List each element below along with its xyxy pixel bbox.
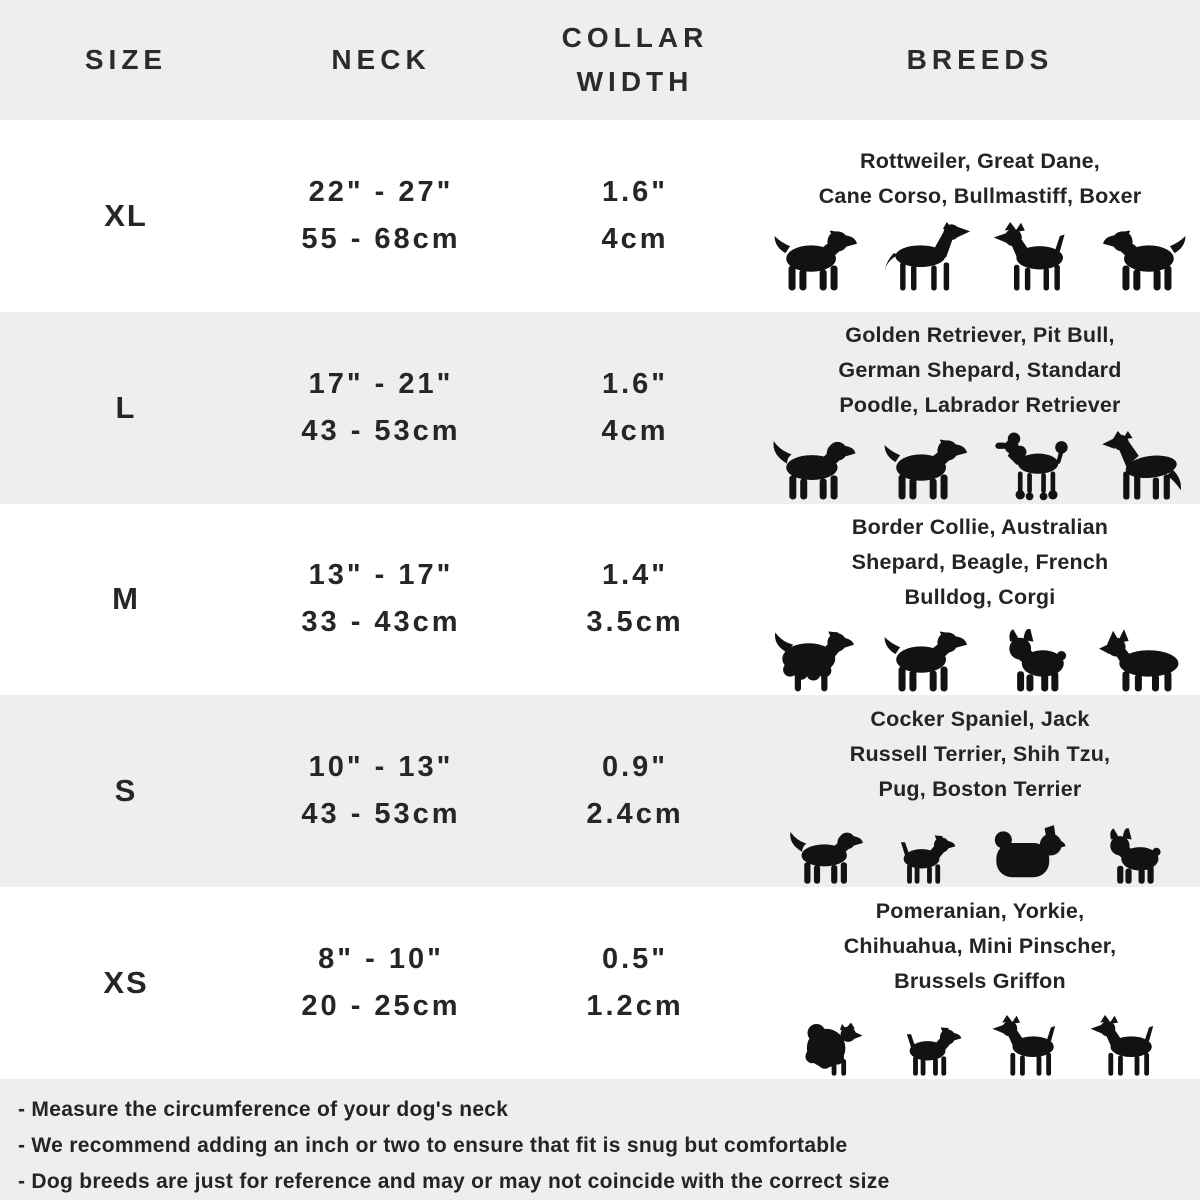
width-inches: 0.5" xyxy=(601,943,669,976)
table-row-l: L 17" - 21" 43 - 53cm 1.6" 4cm Golden Re… xyxy=(0,311,1200,504)
breeds-cell: Border Collie, Australian Shepard, Beagl… xyxy=(760,504,1200,696)
neck-cm: 43 - 53cm xyxy=(301,798,461,831)
bullmastiff-icon xyxy=(1095,222,1195,292)
corgi-icon xyxy=(1095,623,1195,693)
size-label: XL xyxy=(104,197,148,233)
width-cm: 3.5cm xyxy=(586,606,684,639)
beagle-icon xyxy=(875,623,975,693)
table-row-xl: XL 22" - 27" 55 - 68cm 1.6" 4cm Rottweil… xyxy=(0,120,1200,312)
header-neck: NECK xyxy=(331,44,431,75)
collar-width: 0.5" 1.2cm xyxy=(510,936,760,1030)
width-inches: 1.4" xyxy=(601,559,669,592)
breed-icons xyxy=(783,811,1177,885)
breed-icons xyxy=(765,218,1195,292)
breed-names: Golden Retriever, Pit Bull, German Shepa… xyxy=(838,323,1122,418)
table-row-s: S 10" - 13" 43 - 53cm 0.9" 2.4cm Cocker … xyxy=(0,695,1200,888)
neck-cm: 20 - 25cm xyxy=(301,990,461,1023)
min-pinscher-icon xyxy=(1083,1015,1171,1077)
cocker-spaniel-icon xyxy=(783,823,871,885)
neck-cm: 33 - 43cm xyxy=(301,606,461,639)
breed-names: Cocker Spaniel, Jack Russell Terrier, Sh… xyxy=(849,706,1111,801)
neck-inches: 8" - 10" xyxy=(318,943,444,976)
collar-width: 0.9" 2.4cm xyxy=(510,744,760,838)
neck-inches: 10" - 13" xyxy=(308,751,454,784)
width-cm: 1.2cm xyxy=(586,990,684,1023)
collar-width: 1.6" 4cm xyxy=(510,169,760,263)
breeds-cell: Rottweiler, Great Dane, Cane Corso, Bull… xyxy=(760,120,1200,312)
french-bulldog-icon xyxy=(985,623,1085,693)
breed-names: Rottweiler, Great Dane, Cane Corso, Bull… xyxy=(818,148,1142,208)
width-cm: 2.4cm xyxy=(586,798,684,831)
width-inches: 1.6" xyxy=(601,175,669,208)
australian-shepherd-icon xyxy=(765,623,865,693)
size-label: XS xyxy=(103,965,149,1001)
neck-inches: 22" - 27" xyxy=(308,175,454,208)
neck-range: 13" - 17" 33 - 43cm xyxy=(252,552,510,646)
breed-icons xyxy=(789,1003,1171,1077)
golden-retriever-icon xyxy=(765,431,865,501)
table-row-m: M 13" - 17" 33 - 43cm 1.4" 3.5cm Border … xyxy=(0,504,1200,696)
header-collar-width: COLLAR WIDTH xyxy=(561,22,709,97)
width-inches: 1.6" xyxy=(601,367,669,400)
yorkie-icon xyxy=(887,1015,975,1077)
note-reference: - Dog breeds are just for reference and … xyxy=(18,1169,890,1193)
table-header: SIZE NECK COLLAR WIDTH BREEDS xyxy=(0,0,1200,120)
neck-range: 10" - 13" 43 - 53cm xyxy=(252,744,510,838)
width-inches: 0.9" xyxy=(601,751,669,784)
jack-russell-icon xyxy=(881,823,969,885)
neck-range: 22" - 27" 55 - 68cm xyxy=(252,169,510,263)
breeds-cell: Cocker Spaniel, Jack Russell Terrier, Sh… xyxy=(760,695,1200,887)
header-breeds: BREEDS xyxy=(906,44,1054,75)
size-label: L xyxy=(115,389,137,425)
poodle-icon xyxy=(985,431,1085,501)
note-recommend: - We recommend adding an inch or two to … xyxy=(18,1133,848,1157)
chihuahua-icon xyxy=(985,1015,1073,1077)
neck-inches: 17" - 21" xyxy=(308,367,454,400)
size-label: S xyxy=(114,773,138,809)
note-measure: - Measure the circumference of your dog'… xyxy=(18,1097,509,1121)
cane-corso-icon xyxy=(985,222,1085,292)
pug-icon xyxy=(1089,823,1177,885)
neck-cm: 55 - 68cm xyxy=(301,222,461,255)
german-shepherd-icon xyxy=(1095,431,1195,501)
shih-tzu-icon xyxy=(979,815,1079,885)
labrador-icon xyxy=(875,431,975,501)
neck-range: 17" - 21" 43 - 53cm xyxy=(252,361,510,455)
header-size: SIZE xyxy=(84,44,168,75)
breed-names: Border Collie, Australian Shepard, Beagl… xyxy=(851,514,1109,609)
collar-width: 1.4" 3.5cm xyxy=(510,552,760,646)
breed-icons xyxy=(765,427,1195,501)
breed-icons xyxy=(765,619,1195,693)
width-cm: 4cm xyxy=(601,222,669,255)
rottweiler-icon xyxy=(765,222,865,292)
breeds-cell: Pomeranian, Yorkie, Chihuahua, Mini Pins… xyxy=(760,887,1200,1079)
width-cm: 4cm xyxy=(601,414,669,447)
great-dane-icon xyxy=(875,222,975,292)
footer-notes: - Measure the circumference of your dog'… xyxy=(0,1078,1200,1200)
collar-width: 1.6" 4cm xyxy=(510,361,760,455)
breed-names: Pomeranian, Yorkie, Chihuahua, Mini Pins… xyxy=(843,898,1117,993)
breeds-cell: Golden Retriever, Pit Bull, German Shepa… xyxy=(760,312,1200,504)
neck-cm: 43 - 53cm xyxy=(301,414,461,447)
pomeranian-icon xyxy=(789,1015,877,1077)
size-label: M xyxy=(112,581,140,617)
neck-inches: 13" - 17" xyxy=(308,559,454,592)
neck-range: 8" - 10" 20 - 25cm xyxy=(252,936,510,1030)
table-row-xs: XS 8" - 10" 20 - 25cm 0.5" 1.2cm Pomeran… xyxy=(0,887,1200,1079)
